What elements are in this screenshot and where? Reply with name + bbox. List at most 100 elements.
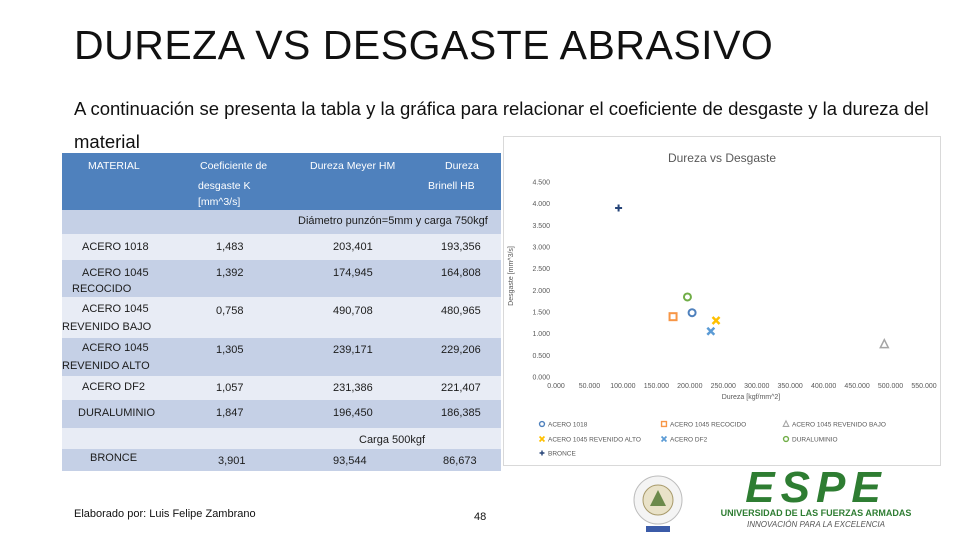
x-tick-label: 100.000 <box>610 383 635 390</box>
header-brinell-line2: Brinell HB <box>428 180 475 192</box>
header-coef-line3: [mm^3/s] <box>198 196 241 208</box>
legend-marker <box>538 435 546 443</box>
header-meyer: Dureza Meyer HM <box>310 160 396 172</box>
x-tick-label: 500.000 <box>878 383 903 390</box>
cell-material: ACERO DF2 <box>82 381 145 393</box>
legend-label: ACERO 1045 RECOCIDO <box>670 422 746 429</box>
y-axis-label: Desgaste [mm^3/s] <box>508 246 515 306</box>
legend-marker <box>660 420 668 428</box>
x-tick-label: 250.000 <box>711 383 736 390</box>
data-point <box>668 312 678 322</box>
chart-svg: Dureza vs Desgaste Dureza [kgf/mm^2] Des… <box>508 151 937 458</box>
cell-k: 1,057 <box>216 382 244 394</box>
x-tick-label: 300.000 <box>744 383 769 390</box>
y-tick-label: 1.500 <box>532 310 550 317</box>
cell-hm: 490,708 <box>333 305 373 317</box>
brand-tagline-1: UNIVERSIDAD DE LAS FUERZAS ARMADAS <box>721 508 912 518</box>
cell-material: DURALUMINIO <box>78 407 156 419</box>
table-row <box>62 376 501 400</box>
y-tick-label: 3.500 <box>532 223 550 230</box>
x-tick-label: 0.000 <box>547 383 565 390</box>
cell-hm: 93,544 <box>333 455 367 467</box>
legend-marker <box>539 450 545 456</box>
legend-item: ACERO DF2 <box>660 435 708 444</box>
cell-hb: 86,673 <box>443 455 477 467</box>
cell-hm: 196,450 <box>333 407 373 419</box>
cell-material: ACERO 1045 <box>82 303 149 315</box>
cell-hm: 239,171 <box>333 344 373 356</box>
table-header-row <box>62 153 501 210</box>
legend-item: BRONCE <box>539 450 576 458</box>
x-tick-label: 150.000 <box>644 383 669 390</box>
intro-text: A continuación se presenta la tabla y la… <box>74 98 929 152</box>
x-tick-label: 350.000 <box>778 383 803 390</box>
scatter-chart: Dureza vs Desgaste Dureza [kgf/mm^2] Des… <box>503 136 941 466</box>
data-point <box>879 337 890 349</box>
legend-item: ACERO 1045 REVENIDO BAJO <box>782 419 886 429</box>
table-row <box>62 297 501 338</box>
header-coef-line1: Coeficiente de <box>200 160 268 172</box>
seal-icon <box>633 475 683 532</box>
cell-material: BRONCE <box>90 452 138 464</box>
cell-hm: 203,401 <box>333 241 373 253</box>
x-tick-label: 400.000 <box>811 383 836 390</box>
legend-label: ACERO 1018 <box>548 422 588 429</box>
y-tick-label: 1.000 <box>532 331 550 338</box>
legend-item: ACERO 1045 REVENIDO ALTO <box>538 435 641 444</box>
cell-hm: 231,386 <box>333 382 373 394</box>
table-row <box>62 400 501 428</box>
brand-wordmark: ESPE <box>745 470 886 512</box>
y-tick-label: 2.500 <box>532 266 550 273</box>
chart-title: Dureza vs Desgaste <box>668 151 776 165</box>
cell-hb: 164,808 <box>441 267 481 279</box>
data-point <box>682 292 692 302</box>
legend-item: ACERO 1045 RECOCIDO <box>660 420 746 429</box>
cell-material-detail: RECOCIDO <box>72 283 132 295</box>
legend-marker <box>538 420 546 428</box>
author-credit: Elaborado por: Luis Felipe Zambrano <box>74 508 256 520</box>
x-tick-label: 450.000 <box>844 383 869 390</box>
data-point <box>615 204 623 212</box>
cell-material: ACERO 1045 <box>82 342 149 354</box>
brand-tagline-2: INNOVACIÓN PARA LA EXCELENCIA <box>747 520 885 529</box>
cell-hb: 221,407 <box>441 382 481 394</box>
cell-hb: 480,965 <box>441 305 481 317</box>
legend-item: ACERO 1018 <box>538 420 588 429</box>
cell-hb: 193,356 <box>441 241 481 253</box>
cell-k: 1,305 <box>216 344 244 356</box>
y-tick-label: 2.000 <box>532 288 550 295</box>
page-number: 48 <box>474 511 487 523</box>
table-row <box>62 338 501 376</box>
espe-logo: ESPE UNIVERSIDAD DE LAS FUERZAS ARMADAS … <box>628 463 948 536</box>
legend-label: DURALUMINIO <box>792 437 838 444</box>
table-row <box>62 234 501 260</box>
y-tick-label: 0.000 <box>532 375 550 382</box>
header-coef-line2: desgaste K <box>198 180 251 192</box>
cell-hb: 186,385 <box>441 407 481 419</box>
cell-material-detail: REVENIDO BAJO <box>62 321 152 333</box>
x-tick-label: 200.000 <box>677 383 702 390</box>
data-point <box>687 308 697 318</box>
legend-label: ACERO 1045 REVENIDO ALTO <box>548 437 641 444</box>
legend-item: DURALUMINIO <box>782 435 838 444</box>
cell-k: 0,758 <box>216 305 244 317</box>
x-tick-label: 550.000 <box>911 383 936 390</box>
subheader-row <box>62 210 501 234</box>
legend-label: ACERO DF2 <box>670 437 708 444</box>
cell-k: 1,847 <box>216 407 244 419</box>
subheader-row <box>62 428 501 449</box>
cell-k: 1,392 <box>216 267 244 279</box>
legend-marker <box>782 419 790 427</box>
y-tick-label: 4.000 <box>532 201 550 208</box>
data-point <box>711 316 721 325</box>
y-tick-label: 3.000 <box>532 245 550 252</box>
x-tick-label: 50.000 <box>579 383 601 390</box>
header-material: MATERIAL <box>88 160 140 172</box>
cell-k: 3,901 <box>218 455 246 467</box>
cell-k: 1,483 <box>216 241 244 253</box>
cell-material: ACERO 1018 <box>82 241 149 253</box>
table-row <box>62 449 501 471</box>
header-brinell-line1: Dureza <box>445 160 479 172</box>
y-tick-label: 4.500 <box>532 180 550 187</box>
y-tick-label: 0.500 <box>532 353 550 360</box>
